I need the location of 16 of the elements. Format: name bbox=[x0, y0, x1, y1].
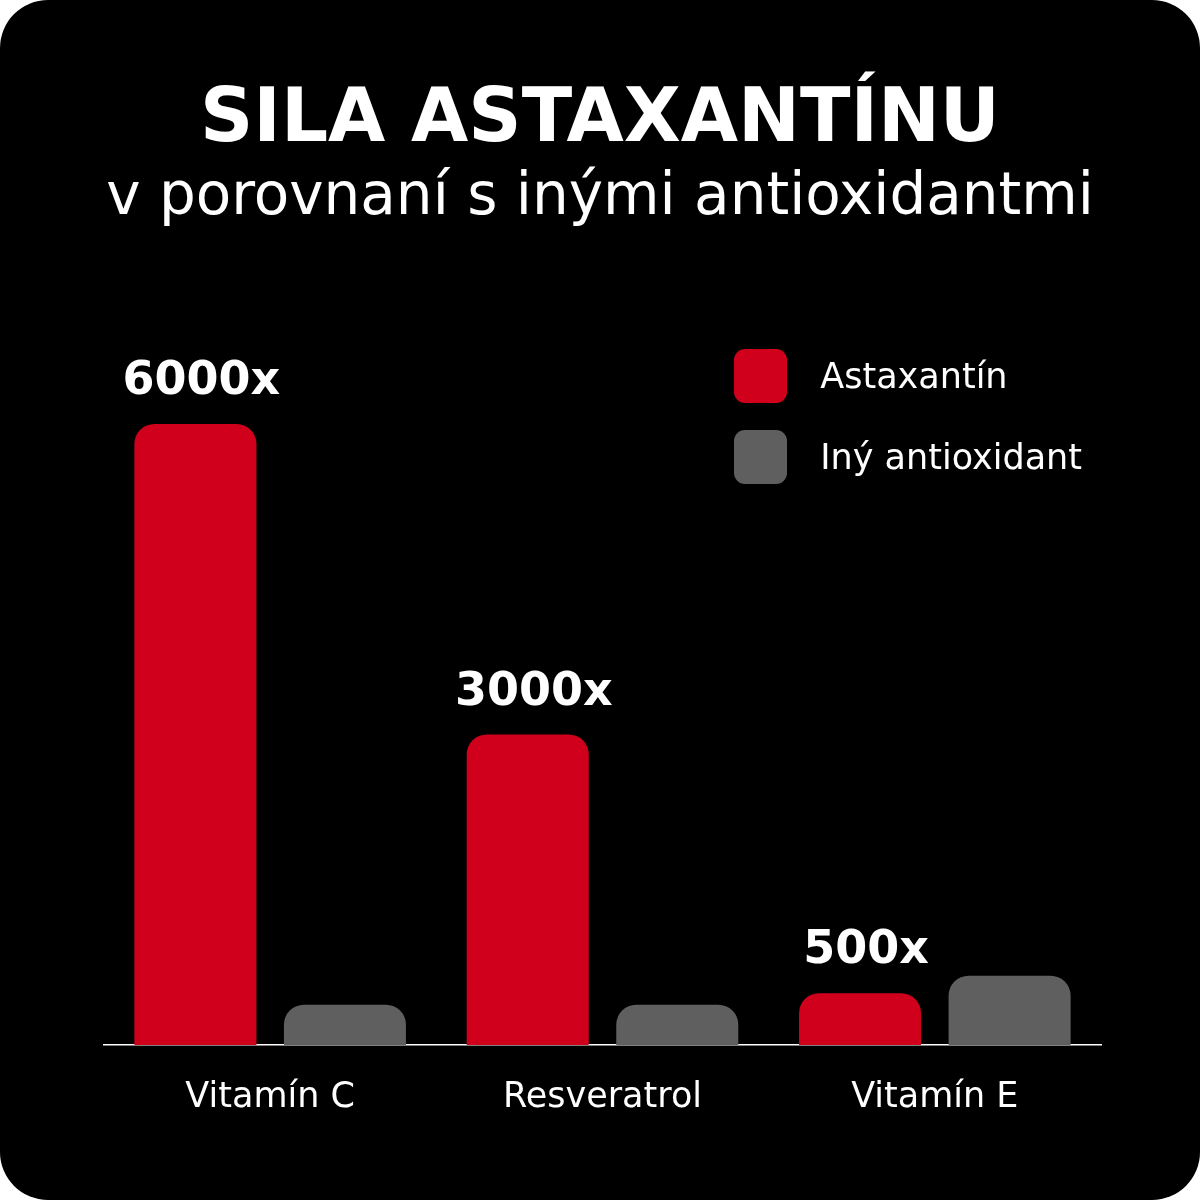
legend-label: Iný antioxidant bbox=[820, 437, 1082, 477]
chart-subtitle: v porovnaní s inými antioxidantmi bbox=[105, 159, 1095, 230]
data-label: 3000x bbox=[454, 661, 613, 716]
bar bbox=[616, 1004, 739, 1045]
bar bbox=[466, 734, 589, 1045]
bar bbox=[948, 975, 1071, 1045]
x-tick-label: Vitamín E bbox=[851, 1075, 1019, 1116]
chart-title: SILA ASTAXANTÍNU bbox=[199, 70, 1001, 160]
bar bbox=[283, 1004, 406, 1045]
bar bbox=[134, 424, 257, 1045]
x-tick-label: Resveratrol bbox=[502, 1075, 703, 1116]
data-label: 500x bbox=[803, 920, 929, 975]
data-label: 6000x bbox=[122, 351, 281, 405]
x-tick-label: Vitamín C bbox=[185, 1075, 355, 1116]
bar bbox=[799, 993, 922, 1045]
legend-label: Astaxantín bbox=[820, 356, 1008, 396]
